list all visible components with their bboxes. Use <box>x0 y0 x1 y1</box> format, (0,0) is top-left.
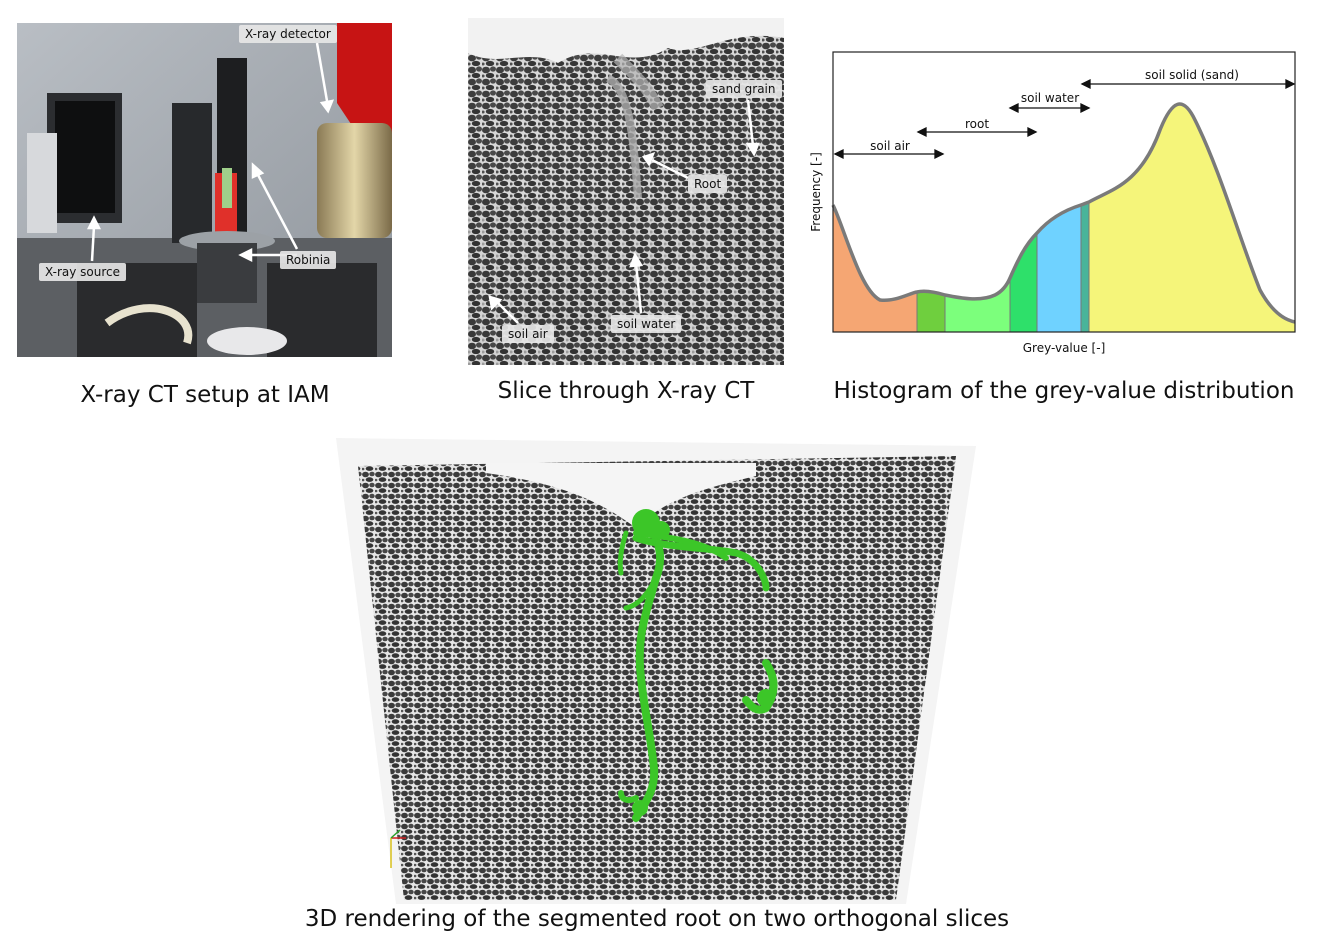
fill-soil-solid <box>1089 103 1295 333</box>
root-3d-rendering <box>336 438 976 904</box>
fill-water-b <box>1037 205 1081 332</box>
photo-arrows <box>86 42 335 263</box>
fill-root-b <box>945 278 1010 332</box>
caption-histogram: Histogram of the grey-value distribution <box>833 378 1295 404</box>
ct-setup-photo-drawing <box>17 23 392 357</box>
caption-3d-rendering: 3D rendering of the segmented root on tw… <box>304 906 1010 932</box>
axis-triad-icon <box>390 829 406 868</box>
label-soil-air: soil air <box>502 325 554 343</box>
label-robinia: Robinia <box>280 251 337 269</box>
root-3d-drawing <box>336 438 976 904</box>
label-sand-grain: sand grain <box>706 80 782 98</box>
ct-setup-photo: X-ray detector X-ray source Robinia <box>17 23 392 357</box>
caption-ct-slice: Slice through X-ray CT <box>497 378 755 404</box>
fill-soil-air <box>833 205 917 332</box>
label-xray-source: X-ray source <box>39 263 127 281</box>
range-label-soil-solid: soil solid (sand) <box>1145 68 1239 82</box>
label-soil-water: soil water <box>611 315 682 333</box>
ct-slice-image: sand grain Root soil air soil water <box>468 18 784 365</box>
histogram-drawing: soil air root soil water soil solid (san… <box>809 51 1296 355</box>
range-arrows <box>833 78 1296 160</box>
label-root: Root <box>688 175 728 193</box>
histogram-y-label: Frequency [-] <box>809 152 823 232</box>
segmented-root <box>617 509 778 822</box>
histogram-curve <box>831 102 1296 324</box>
range-label-soil-air: soil air <box>870 139 910 153</box>
range-label-root: root <box>965 117 989 131</box>
ct-slice-drawing <box>468 18 784 365</box>
caption-ct-setup: X-ray CT setup at IAM <box>80 382 330 408</box>
slice-arrows <box>488 99 760 324</box>
histogram-x-label: Grey-value [-] <box>1023 341 1106 355</box>
fill-mix <box>1081 202 1089 332</box>
label-xray-detector: X-ray detector <box>239 25 337 43</box>
histogram-diagram: soil air root soil water soil solid (san… <box>800 40 1310 370</box>
fill-root-a <box>917 291 945 332</box>
histogram-frame <box>832 51 1296 333</box>
fill-water-a <box>1010 233 1037 332</box>
range-label-soil-water: soil water <box>1021 91 1079 105</box>
